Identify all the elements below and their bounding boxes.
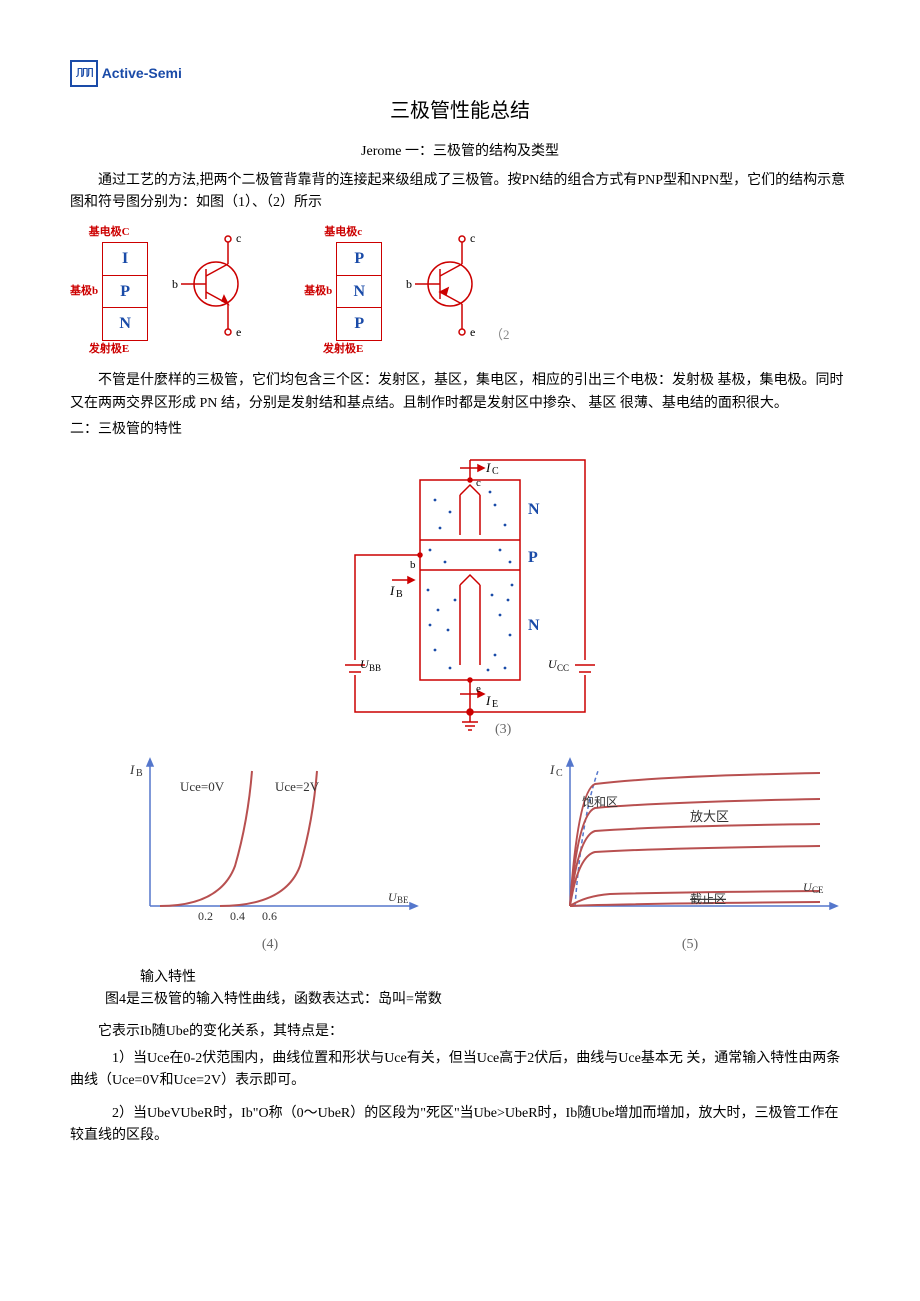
layer-p: P [103,276,147,309]
subcaption-fig4: 图4是三极管的输入特性曲线，函数表达式：岛叫=常数 [70,989,850,1011]
layer-n: N [103,308,147,340]
layer-p1: P [337,243,381,276]
svg-text:I: I [485,693,491,708]
svg-text:0.2: 0.2 [198,909,213,923]
svg-text:N: N [528,501,540,518]
svg-text:放大区: 放大区 [690,809,729,824]
svg-text:Uce=2V: Uce=2V [275,779,320,794]
layer-i: I [103,243,147,276]
label-collector: 基电极C [89,224,130,242]
para-3: 它表示Ib随Ube的变化关系，其特点是： [70,1021,850,1043]
svg-text:B: B [396,589,403,600]
svg-text:截止区: 截止区 [690,892,726,906]
svg-text:C: C [556,768,563,779]
label-emitter: 发射极E [89,341,129,359]
sym-e-label: e [236,325,241,339]
section2-heading: 二：三极管的特性 [70,419,850,441]
svg-text:E: E [492,699,498,710]
charts-row: I B Uce=0V Uce=2V U BE 0.2 0.4 0.6 (4) [120,756,840,957]
svg-text:b: b [410,559,416,571]
svg-text:BB: BB [369,663,381,673]
svg-text:c: c [476,477,481,489]
svg-text:P: P [528,549,538,566]
layer-n1: N [337,276,381,309]
layer-p2: P [337,308,381,340]
svg-text:N: N [528,617,540,634]
svg-text:I: I [485,460,491,475]
svg-text:C: C [492,466,499,477]
label-emitter-2: 发射极E [323,341,363,359]
fig2-num: （2 [490,327,510,342]
para-structure: 不管是什麼样的三极管，它们均包含三个区：发射区，基区，集电区，相应的引出三个电极… [70,370,850,415]
svg-text:0.6: 0.6 [262,909,277,923]
svg-text:I: I [549,762,555,777]
svg-text:CC: CC [557,663,569,673]
npn-structure: 基电极C 基极b I P N 发射极E [70,224,148,358]
label-collector-2: 基电极c [324,224,362,242]
label-base-2: 基极b [304,283,332,301]
pnp-structure: 基电极c 基极b P N P 发射极E [304,224,382,358]
intro-paragraph: 通过工艺的方法,把两个二极管背靠背的连接起来级组成了三极管。按PN结的组合方式有… [70,170,850,215]
logo-wave-icon: ЛЛЛ [70,60,98,87]
label-base: 基极b [70,283,98,301]
svg-text:I: I [389,583,395,598]
circuit-figure: I C N P N I B U BB U CC I E c b e (3) [70,450,850,748]
sym-b-label: b [172,277,178,291]
para-4: 1）当Uce在0-2伏范围内，曲线位置和形状与Uce有关，但当Uce高于2伏后，… [70,1048,850,1093]
chart-output: I C 饱和区 放大区 截止区 U CE (5) [540,756,840,957]
svg-text:0.4: 0.4 [230,909,245,923]
svg-text:CE: CE [812,885,824,895]
svg-text:Uce=0V: Uce=0V [180,779,225,794]
subtitle: Jerome 一：三极管的结构及类型 [70,141,850,163]
svg-text:(3): (3) [495,722,512,737]
svg-text:饱和区: 饱和区 [582,794,618,809]
para-5: 2）当UbeVUbeR时，Ib"O称（0～UbeR）的区段为"死区"当Ube>U… [70,1103,850,1148]
svg-text:c: c [470,231,475,245]
svg-text:b: b [406,277,412,291]
svg-text:B: B [136,768,143,779]
caption-input: 输入特性 [70,967,850,989]
logo-text: Active-Semi [102,62,182,84]
chart4-num: (4) [120,934,420,956]
svg-text:BE: BE [397,895,409,905]
sym-c-label: c [236,231,241,245]
pnp-symbol: c b e （2 [400,224,510,344]
svg-text:I: I [129,762,135,777]
logo: ЛЛЛ Active-Semi [70,60,850,87]
page-title: 三极管性能总结 [70,95,850,127]
chart-input: I B Uce=0V Uce=2V U BE 0.2 0.4 0.6 (4) [120,756,420,957]
chart5-num: (5) [540,934,840,956]
svg-text:e: e [470,325,475,339]
figure-row-1: 基电极C 基极b I P N 发射极E [70,224,850,358]
npn-symbol: c b e [166,224,256,344]
svg-text:e: e [476,683,481,695]
